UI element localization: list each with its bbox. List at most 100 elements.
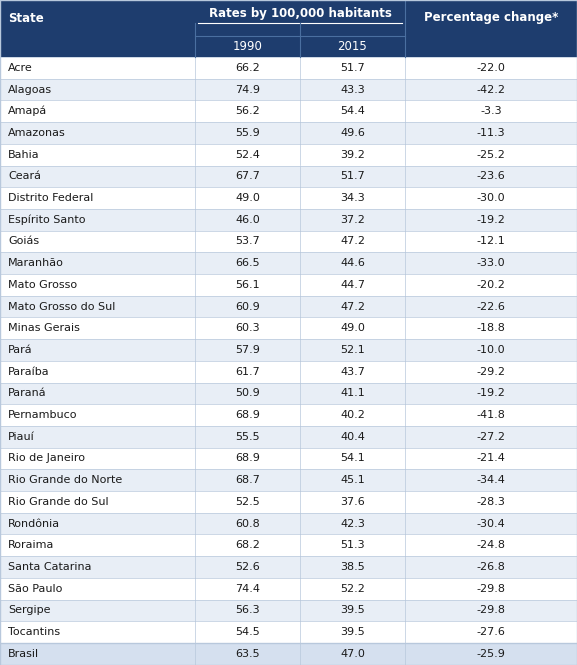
Text: 37.6: 37.6 [340, 497, 365, 507]
Bar [0, 491, 577, 513]
Bar [0, 188, 577, 209]
Text: Piauí: Piauí [8, 432, 35, 442]
Bar [0, 317, 577, 339]
Text: Bahia: Bahia [8, 150, 40, 160]
Text: 44.7: 44.7 [340, 280, 365, 290]
Text: 47.2: 47.2 [340, 237, 365, 247]
Text: Rio de Janeiro: Rio de Janeiro [8, 454, 85, 464]
Text: -19.2: -19.2 [477, 388, 505, 398]
Text: 1990: 1990 [233, 40, 263, 53]
Text: 40.2: 40.2 [340, 410, 365, 420]
Text: 56.1: 56.1 [235, 280, 260, 290]
Text: -29.8: -29.8 [477, 584, 505, 594]
Bar [0, 122, 577, 144]
Text: 51.3: 51.3 [340, 540, 365, 550]
Text: -19.2: -19.2 [477, 215, 505, 225]
Text: 37.2: 37.2 [340, 215, 365, 225]
Text: 52.2: 52.2 [340, 584, 365, 594]
Text: Acre: Acre [8, 63, 33, 73]
Text: 60.8: 60.8 [235, 519, 260, 529]
Bar [0, 361, 577, 382]
Bar [0, 643, 577, 664]
Text: Tocantins: Tocantins [8, 627, 60, 637]
Text: 42.3: 42.3 [340, 519, 365, 529]
Text: -27.6: -27.6 [477, 627, 505, 637]
Text: 52.1: 52.1 [340, 345, 365, 355]
Text: 66.2: 66.2 [235, 63, 260, 73]
Text: -10.0: -10.0 [477, 345, 505, 355]
Text: Alagoas: Alagoas [8, 84, 52, 94]
Bar [0, 556, 577, 578]
Text: Pará: Pará [8, 345, 33, 355]
Bar [0, 78, 577, 100]
Text: 2015: 2015 [338, 40, 368, 53]
Text: 49.6: 49.6 [340, 128, 365, 138]
Text: 49.0: 49.0 [235, 193, 260, 203]
Text: 54.1: 54.1 [340, 454, 365, 464]
Text: Brasil: Brasil [8, 649, 39, 659]
Text: Santa Catarina: Santa Catarina [8, 562, 92, 572]
Bar [0, 274, 577, 296]
Text: -22.0: -22.0 [477, 63, 505, 73]
Bar [0, 36, 577, 57]
Text: -28.3: -28.3 [477, 497, 505, 507]
Bar [0, 100, 577, 122]
Text: -18.8: -18.8 [477, 323, 505, 333]
Text: 52.5: 52.5 [235, 497, 260, 507]
Text: 54.4: 54.4 [340, 106, 365, 116]
Text: Mato Grosso do Sul: Mato Grosso do Sul [8, 301, 115, 311]
Bar [0, 0, 577, 36]
Bar [0, 252, 577, 274]
Bar [0, 621, 577, 643]
Bar [0, 404, 577, 426]
Text: -12.1: -12.1 [477, 237, 505, 247]
Text: -3.3: -3.3 [480, 106, 502, 116]
Text: 63.5: 63.5 [235, 649, 260, 659]
Text: Rates by 100,000 habitants: Rates by 100,000 habitants [208, 7, 391, 20]
Text: Roraima: Roraima [8, 540, 54, 550]
Text: Rio Grande do Norte: Rio Grande do Norte [8, 475, 122, 485]
Text: -30.4: -30.4 [477, 519, 505, 529]
Text: 38.5: 38.5 [340, 562, 365, 572]
Text: -26.8: -26.8 [477, 562, 505, 572]
Text: 53.7: 53.7 [235, 237, 260, 247]
Text: -27.2: -27.2 [477, 432, 505, 442]
Text: -23.6: -23.6 [477, 172, 505, 182]
Text: 43.7: 43.7 [340, 366, 365, 376]
Text: 74.9: 74.9 [235, 84, 260, 94]
Bar [0, 144, 577, 166]
Text: State: State [8, 11, 44, 25]
Text: Rondônia: Rondônia [8, 519, 60, 529]
Text: -11.3: -11.3 [477, 128, 505, 138]
Text: 56.2: 56.2 [235, 106, 260, 116]
Text: 40.4: 40.4 [340, 432, 365, 442]
Text: Distrito Federal: Distrito Federal [8, 193, 93, 203]
Text: Amapá: Amapá [8, 106, 47, 116]
Text: -34.4: -34.4 [477, 475, 505, 485]
Text: 74.4: 74.4 [235, 584, 260, 594]
Text: 66.5: 66.5 [235, 258, 260, 268]
Bar [0, 469, 577, 491]
Text: 60.9: 60.9 [235, 301, 260, 311]
Bar [0, 426, 577, 448]
Text: Pernambuco: Pernambuco [8, 410, 77, 420]
Bar [0, 600, 577, 621]
Text: 67.7: 67.7 [235, 172, 260, 182]
Bar [0, 578, 577, 600]
Text: 52.6: 52.6 [235, 562, 260, 572]
Text: 68.9: 68.9 [235, 454, 260, 464]
Text: -25.9: -25.9 [477, 649, 505, 659]
Text: 52.4: 52.4 [235, 150, 260, 160]
Text: 55.5: 55.5 [235, 432, 260, 442]
Text: Amazonas: Amazonas [8, 128, 66, 138]
Text: -33.0: -33.0 [477, 258, 505, 268]
Text: -29.2: -29.2 [477, 366, 505, 376]
Text: 34.3: 34.3 [340, 193, 365, 203]
Text: Paraná: Paraná [8, 388, 47, 398]
Text: Sergipe: Sergipe [8, 605, 51, 615]
Bar [0, 513, 577, 535]
Text: Rio Grande do Sul: Rio Grande do Sul [8, 497, 108, 507]
Text: Espírito Santo: Espírito Santo [8, 215, 85, 225]
Bar [0, 535, 577, 556]
Bar [0, 448, 577, 469]
